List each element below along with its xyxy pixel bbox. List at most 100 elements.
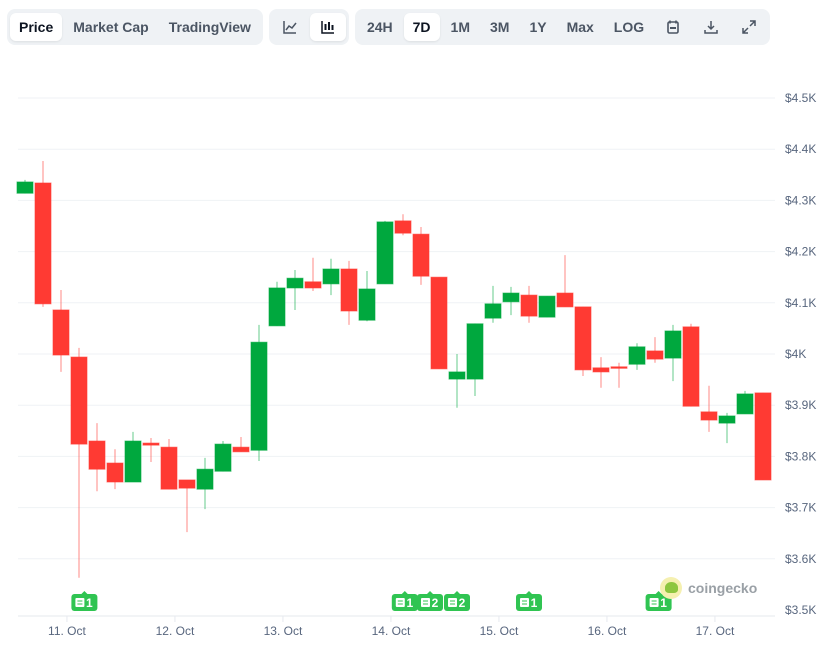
- badge-count: 2: [459, 596, 466, 610]
- candle-body-up: [16, 181, 34, 194]
- candle-body-down: [34, 182, 52, 305]
- range-24h[interactable]: 24H: [366, 19, 393, 35]
- news-badge[interactable]: 1: [391, 591, 418, 611]
- candle-body-down: [592, 367, 610, 373]
- newspaper-icon-lines: [651, 600, 657, 605]
- candle-body-down: [754, 392, 772, 481]
- candle-body-up: [196, 468, 214, 490]
- range-3m[interactable]: 3M: [489, 19, 510, 35]
- badge-pointer: [526, 591, 532, 594]
- range-1m[interactable]: 1M: [450, 19, 470, 35]
- candle-body-down: [700, 411, 718, 421]
- candle-body-up: [628, 346, 646, 365]
- candle-body-down: [340, 268, 358, 312]
- fullscreen-button[interactable]: [731, 13, 767, 41]
- chart-toolbar: Price Market Cap TradingView 24H 7D 1M 3…: [7, 9, 771, 45]
- y-tick-label: $4.3K: [785, 193, 816, 207]
- range-max[interactable]: Max: [566, 19, 594, 35]
- y-tick-label: $3.6K: [785, 552, 816, 566]
- candle-body-down: [646, 350, 664, 360]
- candle-body-up: [268, 287, 286, 327]
- candlestick-button[interactable]: [309, 13, 346, 41]
- news-badge[interactable]: 1: [645, 591, 672, 611]
- line-chart-icon: [283, 21, 297, 34]
- range-7d[interactable]: 7D: [403, 13, 440, 41]
- newspaper-icon-lines: [450, 600, 455, 605]
- log-toggle[interactable]: LOG: [613, 19, 645, 35]
- candle-body-down: [556, 292, 574, 308]
- candle-body-up: [322, 268, 340, 285]
- y-tick-label: $4K: [785, 347, 806, 361]
- candle-body-down: [232, 446, 250, 453]
- newspaper-icon-lines: [77, 600, 83, 605]
- newspaper-icon: [649, 598, 659, 607]
- candle-body-up: [664, 330, 682, 359]
- candle-body-down: [52, 309, 70, 356]
- candle-body-down: [520, 294, 538, 317]
- badge-count: 1: [531, 596, 538, 610]
- x-tick-label: 17. Oct: [696, 624, 735, 638]
- newspaper-icon: [395, 598, 405, 607]
- y-tick-label: $3.5K: [785, 603, 816, 617]
- y-tick-label: $4.5K: [785, 91, 816, 105]
- candle-body-up: [502, 292, 520, 303]
- x-tick-label: 13. Oct: [264, 624, 303, 638]
- y-tick-label: $4.4K: [785, 142, 816, 156]
- line-chart-button[interactable]: [272, 13, 308, 41]
- candle-body-up: [448, 371, 466, 380]
- newspaper-icon: [75, 598, 85, 607]
- view-tab-group: Price Market Cap TradingView: [7, 9, 263, 45]
- candle-body-down: [142, 442, 160, 446]
- candle-body-up: [124, 440, 142, 483]
- badge-count: 1: [660, 596, 667, 610]
- range-1y[interactable]: 1Y: [529, 19, 547, 35]
- newspaper-icon-lines: [397, 600, 403, 605]
- candle-body-down: [682, 326, 700, 407]
- chart-type-group: [268, 9, 349, 45]
- newspaper-icon: [520, 598, 529, 607]
- candle-body-up: [286, 277, 304, 289]
- x-tick-label: 12. Oct: [156, 624, 195, 638]
- candle-body-down: [610, 366, 628, 369]
- x-tick-label: 11. Oct: [48, 624, 86, 638]
- tab-price[interactable]: Price: [10, 13, 63, 41]
- calendar-button[interactable]: [655, 13, 691, 41]
- candle-body-up: [358, 288, 376, 321]
- news-badge[interactable]: 2: [444, 591, 470, 611]
- candle-body-up: [538, 295, 556, 318]
- newspaper-icon-lines: [423, 600, 428, 605]
- badge-pointer: [81, 591, 88, 594]
- badge-pointer: [655, 591, 662, 594]
- coingecko-watermark: coingecko: [660, 577, 757, 599]
- tab-tradingview[interactable]: TradingView: [168, 19, 251, 35]
- y-tick-label: $3.7K: [785, 501, 816, 515]
- candle-body-up: [736, 393, 754, 415]
- x-tick-label: 14. Oct: [372, 624, 411, 638]
- y-tick-label: $3.9K: [785, 398, 816, 412]
- badge-pointer: [401, 591, 408, 594]
- candlestick-icon: [321, 21, 334, 34]
- candle-body-down: [412, 233, 430, 277]
- expand-icon: [742, 20, 756, 34]
- news-badge[interactable]: 1: [71, 591, 98, 611]
- candle-body-down: [304, 281, 322, 289]
- candle-body-up: [214, 443, 232, 472]
- y-tick-label: $4.1K: [785, 296, 816, 310]
- candle-body-down: [178, 479, 196, 489]
- candle-body-down: [106, 462, 124, 483]
- badge-count: 1: [406, 596, 413, 610]
- newspaper-icon: [448, 598, 457, 607]
- tab-market-cap[interactable]: Market Cap: [73, 19, 149, 35]
- candle-body-up: [466, 323, 484, 380]
- candle-body-down: [430, 276, 448, 370]
- candle-body-down: [574, 306, 592, 371]
- candle-body-up: [718, 415, 736, 424]
- news-badge[interactable]: 1: [516, 591, 542, 611]
- download-button[interactable]: [693, 13, 729, 41]
- x-tick-label: 16. Oct: [588, 624, 627, 638]
- badge-pointer: [427, 591, 433, 594]
- newspaper-icon: [421, 598, 430, 607]
- candle-body-down: [394, 220, 412, 234]
- news-badge[interactable]: 2: [417, 591, 443, 611]
